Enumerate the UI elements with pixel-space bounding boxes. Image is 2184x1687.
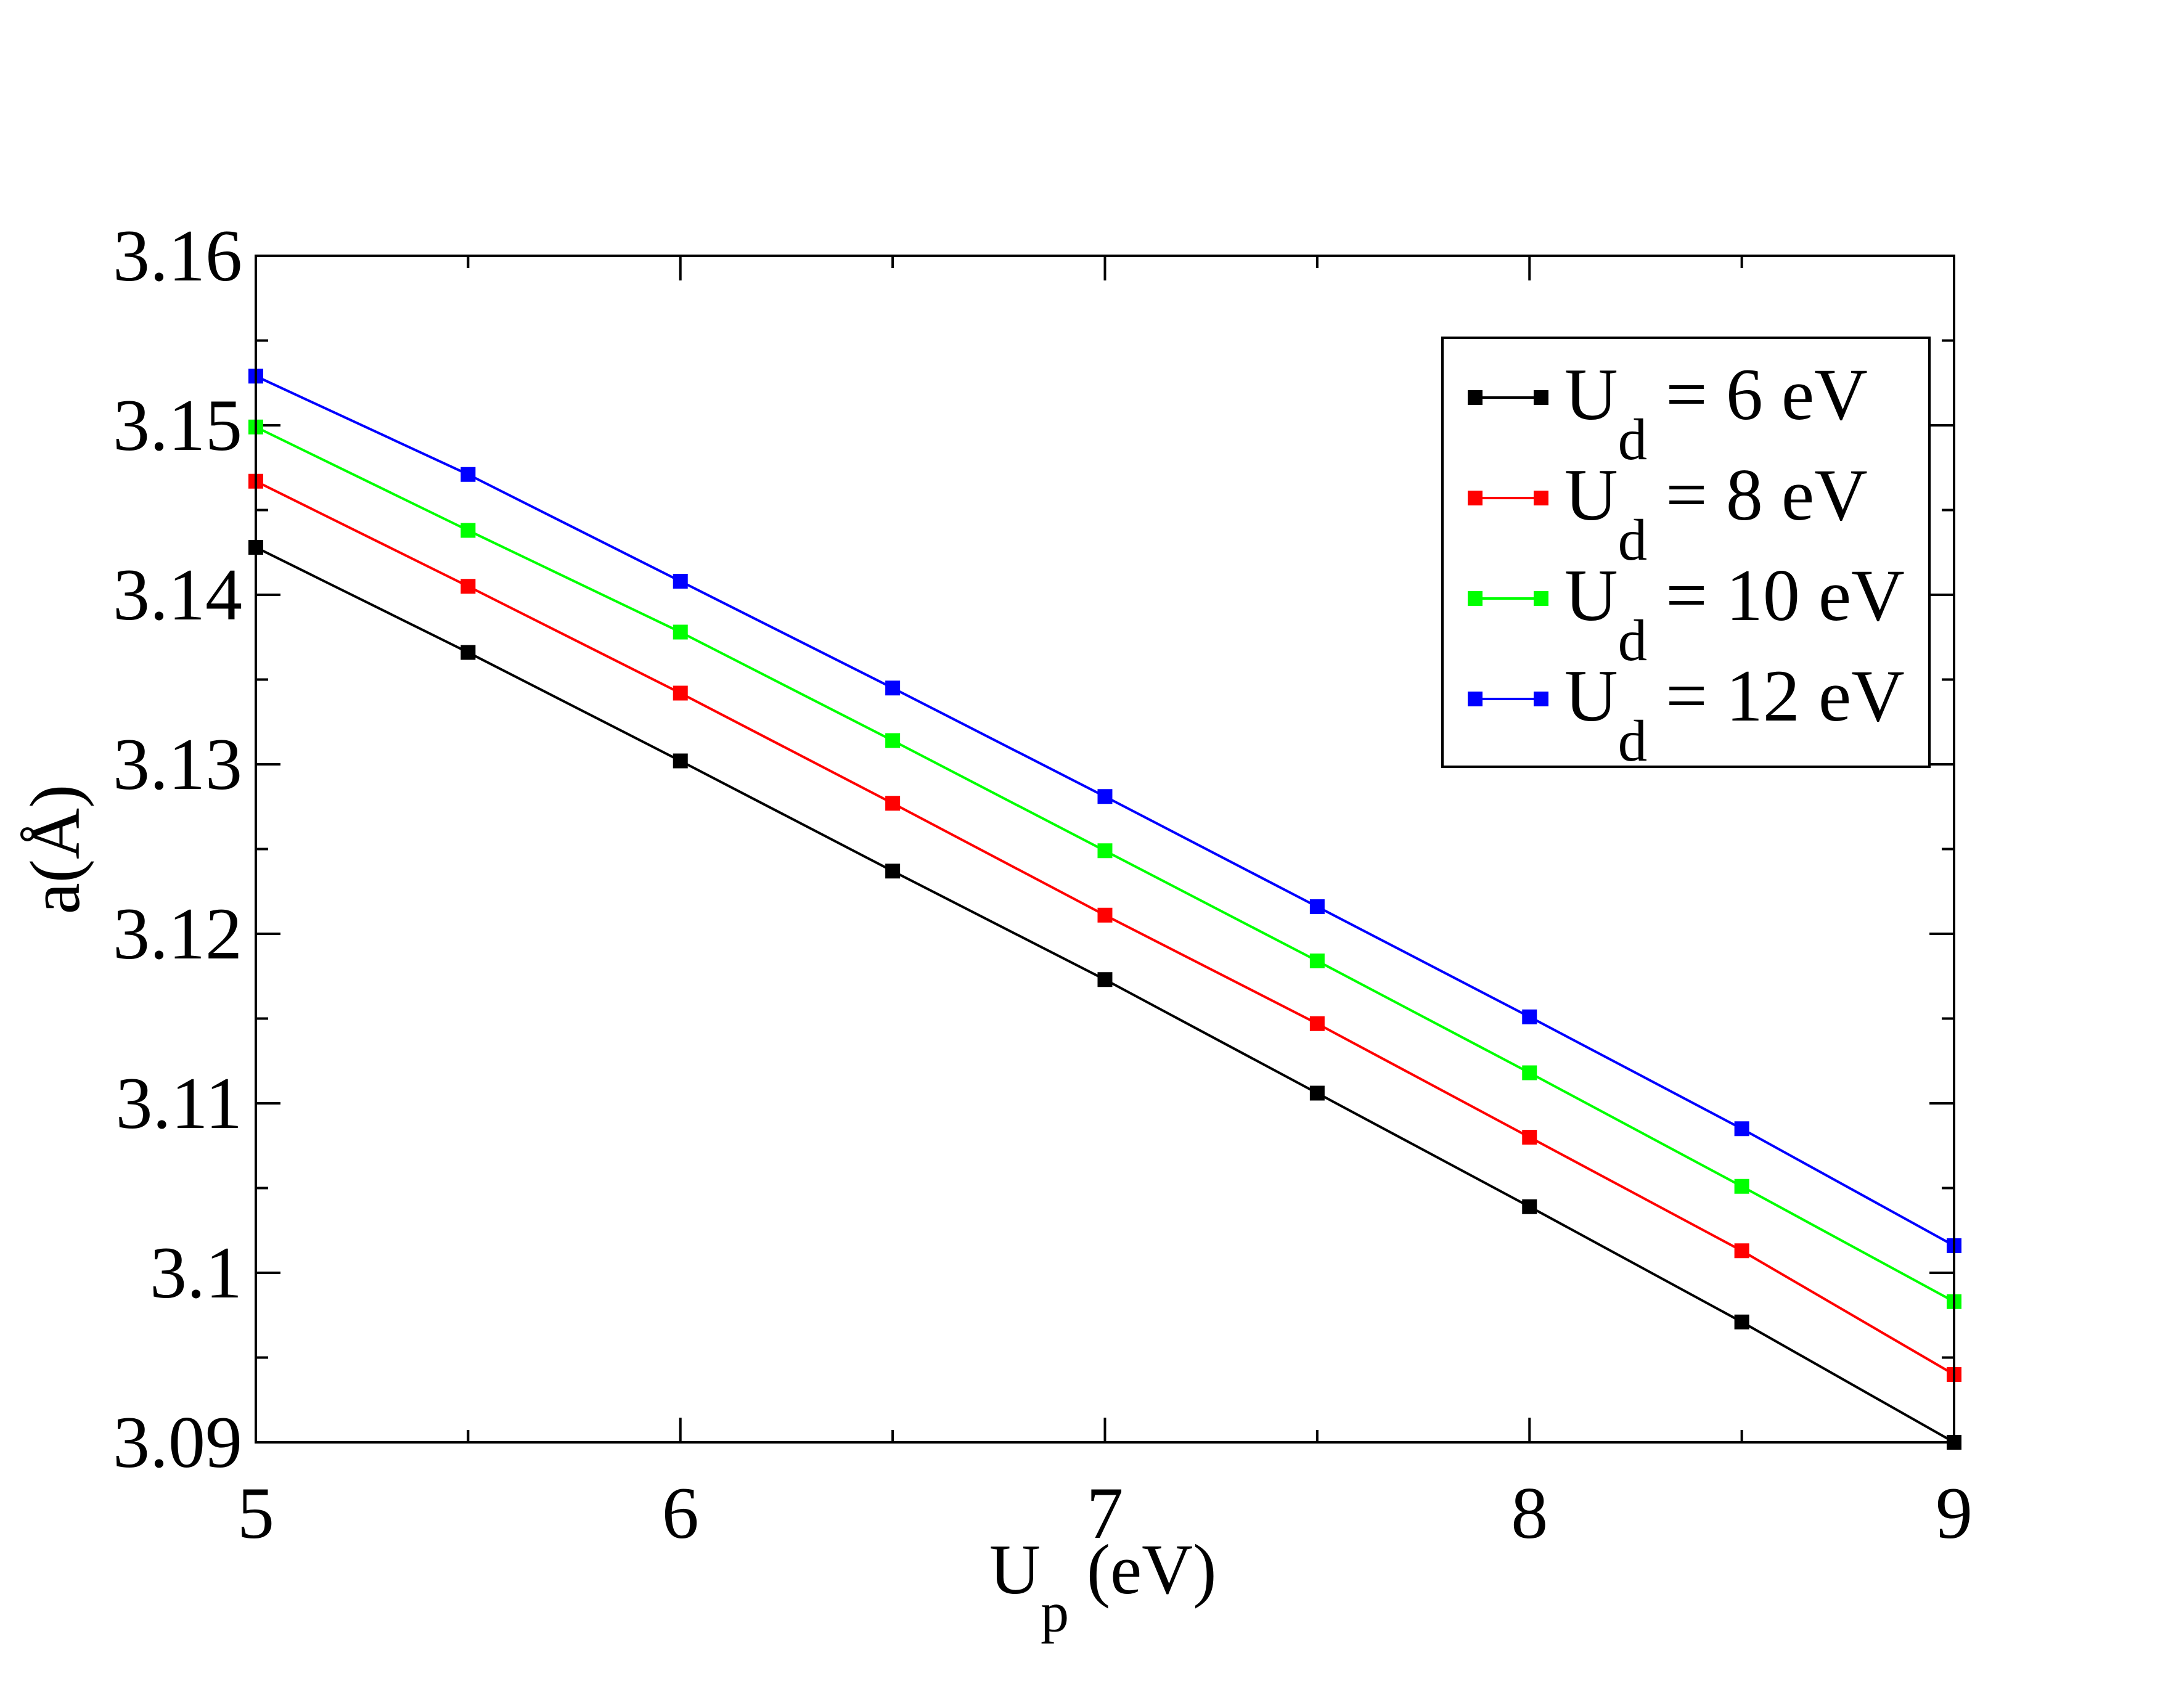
data-point bbox=[460, 467, 476, 482]
legend-label: Ud = 10 eV bbox=[1564, 554, 1905, 673]
y-tick-label: 3.13 bbox=[113, 723, 242, 805]
data-point bbox=[885, 733, 901, 748]
legend-marker-end bbox=[1534, 491, 1548, 505]
data-point bbox=[1522, 1009, 1537, 1024]
data-point bbox=[673, 624, 688, 640]
legend-label: Ud = 8 eV bbox=[1564, 454, 1868, 573]
data-point bbox=[673, 685, 688, 701]
data-point bbox=[885, 680, 901, 696]
plot-frame bbox=[255, 255, 1955, 1444]
x-tick-label: 5 bbox=[237, 1472, 274, 1554]
data-point bbox=[1097, 843, 1113, 859]
data-point bbox=[1734, 1314, 1749, 1330]
legend-entry: Ud = 8 eV bbox=[1468, 454, 1868, 573]
series-2 bbox=[248, 473, 1961, 1382]
x-axis-label: Up (eV) bbox=[989, 1530, 1217, 1644]
axis-tick-labels: 5 6 7 8 9 3.09 3.1 3.11 3.12 3.13 3.14 3.15 3.16 bbox=[113, 214, 1973, 1554]
y-tick-label: 3.1 bbox=[150, 1232, 242, 1313]
legend-marker-start bbox=[1468, 390, 1483, 405]
legend-entry: Ud = 6 eV bbox=[1468, 353, 1868, 472]
data-point bbox=[1097, 972, 1113, 987]
data-point bbox=[1309, 899, 1325, 914]
x-tick-label: 9 bbox=[1936, 1472, 1973, 1554]
data-point bbox=[1734, 1121, 1749, 1137]
y-tick-label: 3.11 bbox=[115, 1062, 242, 1144]
data-point bbox=[1309, 1016, 1325, 1031]
legend-entry: Ud = 10 eV bbox=[1468, 554, 1905, 673]
legend-label-main: U bbox=[1564, 353, 1618, 435]
data-point bbox=[1522, 1065, 1537, 1080]
data-point bbox=[460, 645, 476, 660]
data-point bbox=[1309, 954, 1325, 968]
x-tick-label: 7 bbox=[1087, 1472, 1124, 1554]
y-axis-label: a(Å) bbox=[16, 785, 94, 915]
legend-marker-start bbox=[1468, 591, 1483, 606]
data-point bbox=[1097, 907, 1113, 923]
legend-label: Ud = 6 eV bbox=[1564, 353, 1868, 472]
x-axis-label-unit: (eV) bbox=[1069, 1530, 1216, 1609]
legend-marker-start bbox=[1468, 491, 1483, 505]
legend-box bbox=[1441, 337, 1931, 768]
legend-label-subscript: d bbox=[1618, 608, 1648, 673]
series-1 bbox=[248, 540, 1961, 1450]
legend-label-main: U bbox=[1564, 454, 1618, 536]
legend-label-main: U bbox=[1564, 655, 1618, 737]
legend-label-value: = 8 eV bbox=[1647, 454, 1868, 536]
legend-label-subscript: d bbox=[1618, 407, 1648, 472]
legend-marker-start bbox=[1468, 692, 1483, 706]
x-axis-label-subscript: p bbox=[1041, 1581, 1069, 1644]
data-point bbox=[460, 523, 476, 538]
data-point bbox=[1309, 1085, 1325, 1101]
data-point bbox=[1522, 1130, 1537, 1145]
y-tick-label: 3.09 bbox=[113, 1401, 242, 1483]
legend-label: Ud = 12 eV bbox=[1564, 655, 1905, 774]
series-4 bbox=[248, 369, 1961, 1253]
data-point bbox=[1734, 1178, 1749, 1194]
legend-entry: Ud = 12 eV bbox=[1468, 655, 1905, 774]
x-tick-label: 8 bbox=[1511, 1472, 1548, 1554]
data-point bbox=[1522, 1199, 1537, 1214]
y-tick-label: 3.16 bbox=[113, 214, 242, 296]
legend-label-value: = 10 eV bbox=[1647, 554, 1905, 636]
data-point bbox=[1097, 789, 1113, 804]
data-point bbox=[885, 796, 901, 811]
y-tick-label: 3.14 bbox=[113, 553, 242, 635]
legend-marker-end bbox=[1534, 692, 1548, 706]
x-axis-label-main: U bbox=[989, 1530, 1041, 1609]
legend-label-value: = 12 eV bbox=[1647, 655, 1905, 737]
data-point bbox=[673, 753, 688, 769]
legend-label-subscript: d bbox=[1618, 708, 1648, 774]
legend-label-value: = 6 eV bbox=[1647, 353, 1868, 435]
y-tick-label: 3.15 bbox=[113, 384, 242, 466]
x-tick-label: 6 bbox=[662, 1472, 699, 1554]
y-tick-label: 3.12 bbox=[113, 893, 242, 974]
legend-label-main: U bbox=[1564, 554, 1618, 636]
data-point bbox=[460, 579, 476, 594]
data-point bbox=[885, 864, 901, 879]
legend-marker-end bbox=[1534, 591, 1548, 606]
data-point bbox=[673, 574, 688, 589]
legend-marker-end bbox=[1534, 390, 1548, 405]
data-point bbox=[1734, 1243, 1749, 1259]
legend-label-subscript: d bbox=[1618, 507, 1648, 573]
